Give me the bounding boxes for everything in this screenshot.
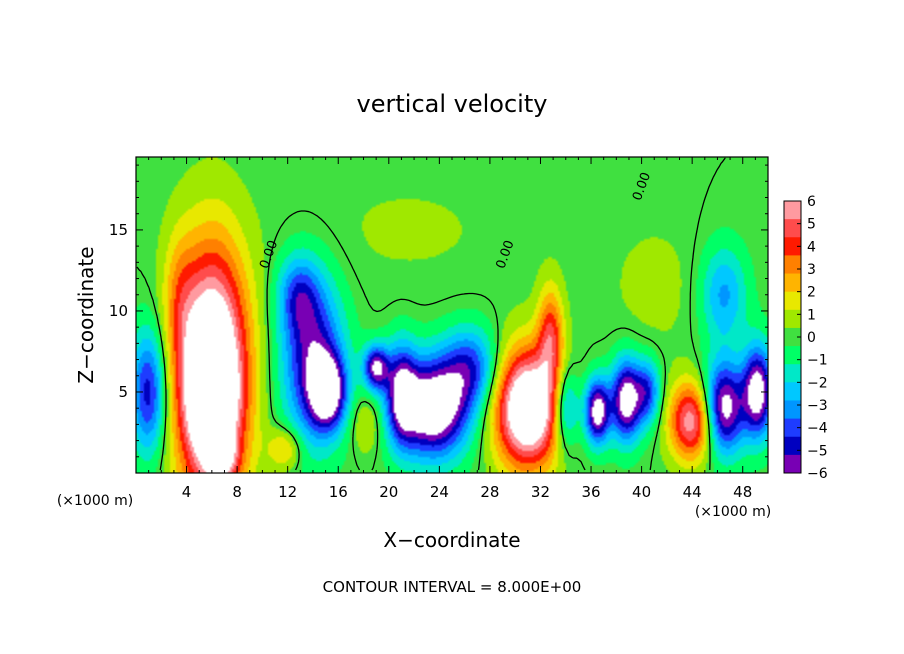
x-tick-label: 16 xyxy=(329,483,348,501)
x-tick-label: 28 xyxy=(480,483,499,501)
colorbar-tick-label: −3 xyxy=(807,398,828,414)
x-tick-label: 12 xyxy=(278,483,297,501)
colorbar-tick-label: −2 xyxy=(807,375,828,391)
colorbar-swatch xyxy=(784,237,801,256)
colorbar-swatch xyxy=(784,291,801,311)
colorbar-swatch xyxy=(784,219,801,238)
colorbar-swatch xyxy=(784,454,801,474)
colorbar-swatch xyxy=(784,346,801,365)
colorbar-tick-label: −6 xyxy=(807,466,828,482)
x-unit-left: (×1000 m) xyxy=(57,493,133,509)
y-tick-label: 10 xyxy=(109,302,128,320)
velocity-field-image xyxy=(136,157,768,473)
plot-area: 0.00 0.000.00 xyxy=(135,156,769,474)
colorbar-swatch xyxy=(784,255,801,275)
y-axis: 5 10 15 xyxy=(109,164,768,458)
colorbar-tick-label: 3 xyxy=(807,262,816,278)
colorbar-tick-label: −5 xyxy=(807,443,828,459)
colorbar-swatch xyxy=(784,418,801,438)
colorbar-swatch xyxy=(784,400,801,420)
colorbar-tick-label: 2 xyxy=(807,285,816,301)
x-tick-label: 24 xyxy=(430,483,449,501)
x-axis: 4 8 12 16 20 24 28 32 36 40 44 48 xyxy=(148,157,756,501)
colorbar-swatch xyxy=(784,436,801,456)
colorbar-tick-label: 0 xyxy=(807,330,816,346)
x-axis-label: X−coordinate xyxy=(383,528,520,552)
colorbar-swatch xyxy=(784,273,801,293)
colorbar-swatch xyxy=(784,201,801,220)
x-tick-label: 44 xyxy=(683,483,702,501)
colorbar-swatch xyxy=(784,382,801,401)
colorbar-swatch xyxy=(784,309,801,329)
y-tick-label: 5 xyxy=(118,383,128,401)
x-tick-label: 20 xyxy=(379,483,398,501)
x-tick-label: 4 xyxy=(182,483,192,501)
contour-interval-note: CONTOUR INTERVAL = 8.000E+00 xyxy=(323,578,582,596)
colorbar-tick-label: 4 xyxy=(807,239,816,255)
colorbar-tick-label: 1 xyxy=(807,307,816,323)
x-tick-label: 36 xyxy=(581,483,600,501)
colorbar-swatch xyxy=(784,327,801,347)
x-unit-right: (×1000 m) xyxy=(695,504,771,520)
y-tick-label: 15 xyxy=(109,221,128,239)
x-tick-label: 32 xyxy=(531,483,550,501)
colorbar-tick-label: −1 xyxy=(807,353,828,369)
x-tick-label: 48 xyxy=(733,483,752,501)
zero-contour-line xyxy=(136,157,726,471)
chart-title: vertical velocity xyxy=(357,90,548,118)
x-tick-label: 8 xyxy=(232,483,242,501)
x-tick-label: 40 xyxy=(632,483,651,501)
y-axis-label: Z−coordinate xyxy=(74,246,98,383)
colorbar-swatch xyxy=(784,364,801,383)
colorbar-tick-label: 5 xyxy=(807,217,816,233)
contour-lines xyxy=(136,157,726,471)
colorbar-tick-label: −4 xyxy=(807,421,828,437)
colorbar: 6 5 4 3 2 1 0 −1 −2 −3 −4 −5 −6 xyxy=(783,194,828,482)
colorbar-tick-label: 6 xyxy=(807,194,816,210)
